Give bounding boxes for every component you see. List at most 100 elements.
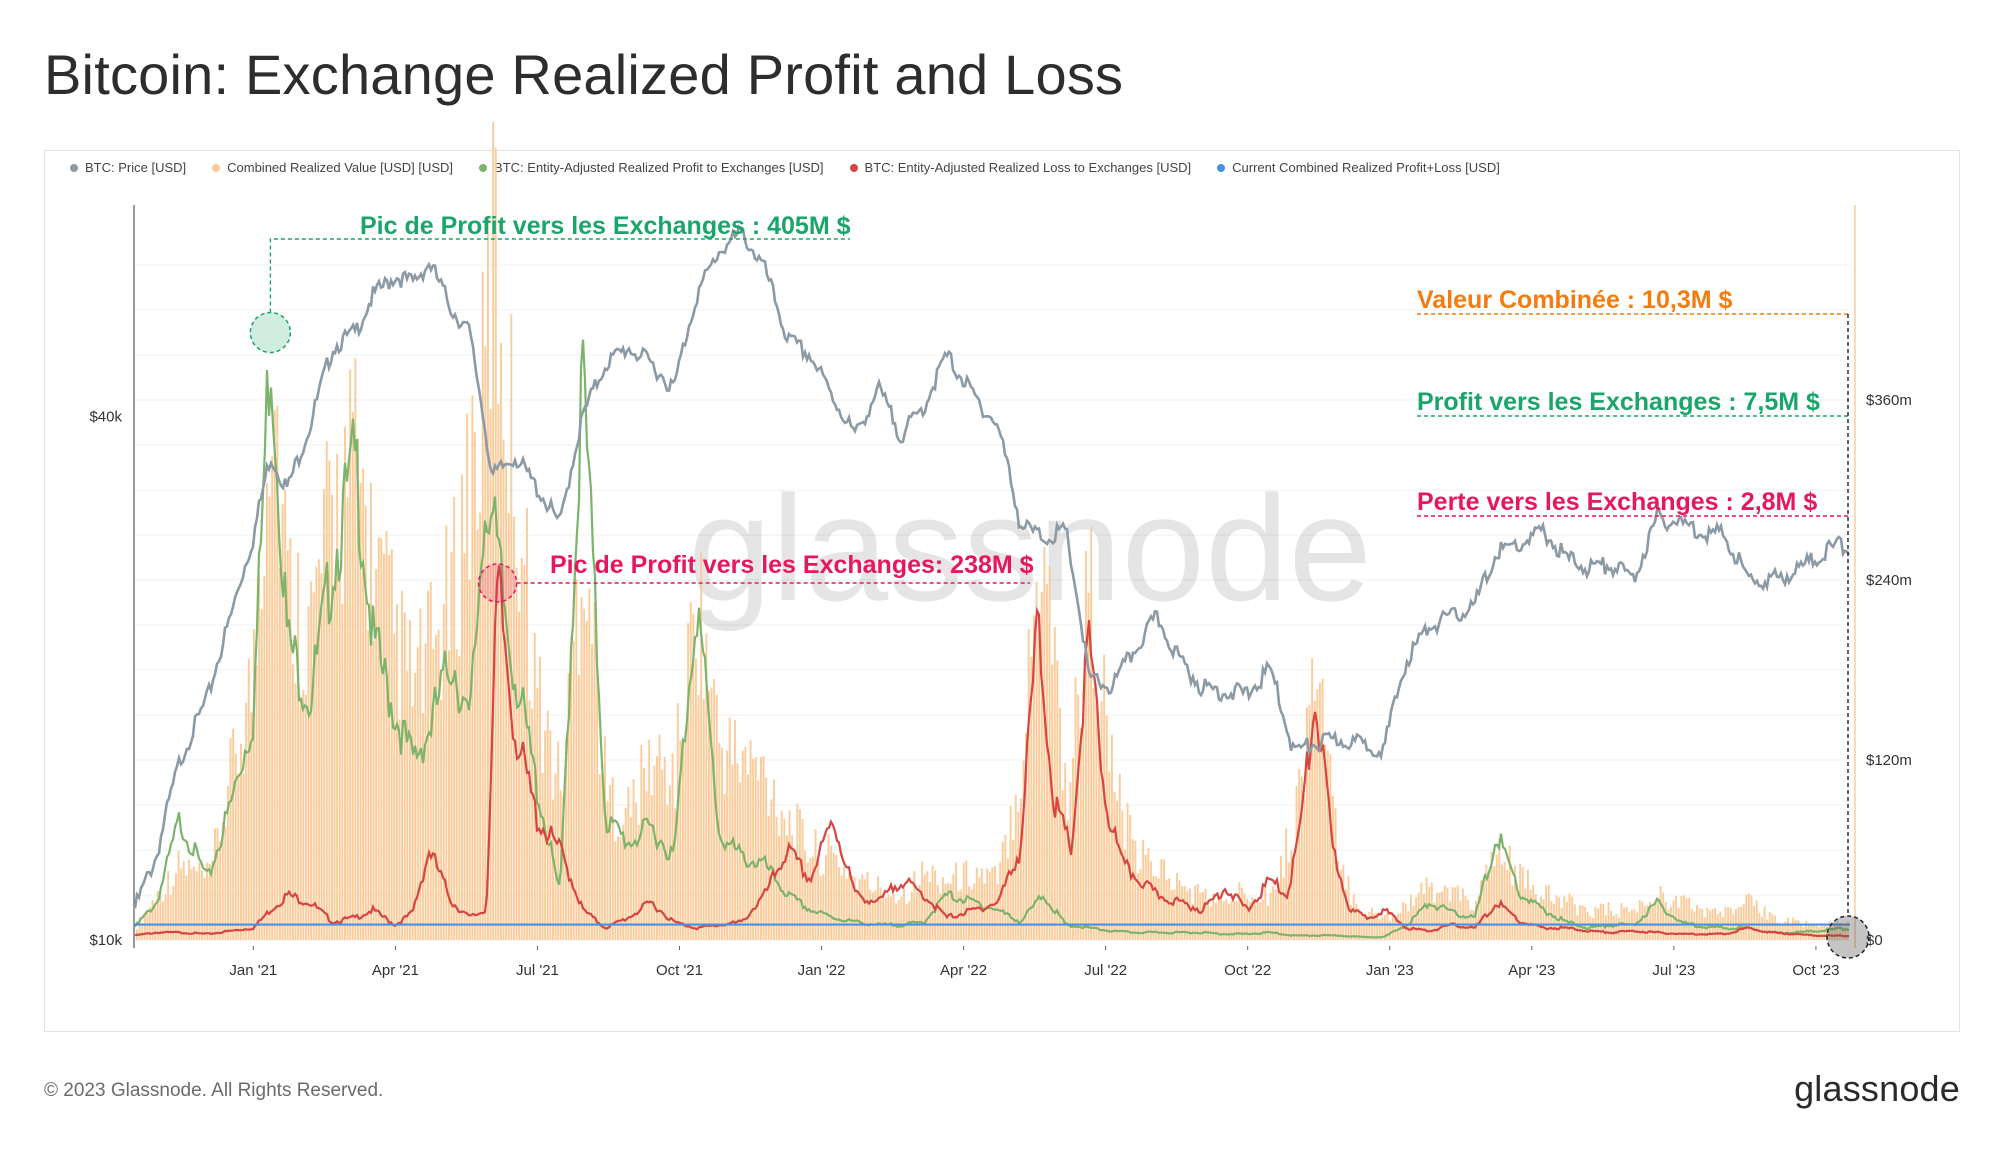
combined-value-bar xyxy=(203,877,206,940)
combined-value-bar xyxy=(908,901,911,940)
legend-dot-icon xyxy=(479,163,488,172)
combined-value-bar xyxy=(1040,591,1043,940)
combined-value-bar xyxy=(198,862,201,940)
combined-value-bar xyxy=(1680,896,1683,940)
combined-value-bar xyxy=(1261,899,1264,940)
combined-value-bar xyxy=(822,874,825,940)
combined-value-bar xyxy=(281,504,284,940)
combined-value-bar xyxy=(1022,760,1025,940)
combined-value-bar xyxy=(375,569,378,940)
combined-value-bar xyxy=(609,785,612,940)
combined-value-bar xyxy=(1183,886,1186,940)
combined-value-bar xyxy=(1368,912,1371,940)
combined-value-bar xyxy=(422,713,424,940)
combined-value-bar xyxy=(271,456,274,940)
combined-value-bar xyxy=(221,821,224,940)
combined-value-bar xyxy=(476,529,479,940)
x-tick-label: Jul '23 xyxy=(1652,962,1695,979)
combined-value-bar xyxy=(1077,694,1080,940)
combined-value-bar xyxy=(518,611,521,940)
combined-value-bar xyxy=(1802,926,1805,940)
combined-value-bar xyxy=(635,802,638,940)
combined-value-bar xyxy=(1438,892,1441,940)
x-tick-label: Oct '21 xyxy=(656,962,703,979)
combined-value-bar xyxy=(1207,902,1210,940)
combined-value-bar xyxy=(1646,904,1649,940)
combined-value-bar xyxy=(1264,886,1267,940)
combined-value-bar xyxy=(796,803,799,940)
combined-value-bar xyxy=(936,885,939,940)
combined-value-bar xyxy=(952,874,955,940)
legend-item-current-combined[interactable]: Current Combined Realized Profit+Loss [U… xyxy=(1217,160,1500,175)
combined-value-bar xyxy=(362,468,365,940)
combined-value-bar xyxy=(263,575,266,940)
combined-value-bar xyxy=(884,897,887,940)
combined-value-bar xyxy=(567,673,570,940)
combined-value-bar xyxy=(1254,898,1256,940)
legend-dot-icon xyxy=(1217,163,1226,172)
combined-value-bar xyxy=(1615,913,1618,940)
page-title: Bitcoin: Exchange Realized Profit and Lo… xyxy=(44,43,1124,106)
combined-value-bar xyxy=(336,453,339,940)
x-tick-label: Jan '22 xyxy=(798,962,846,979)
combined-value-bar xyxy=(575,579,578,940)
legend-item-price[interactable]: BTC: Price [USD] xyxy=(70,160,186,175)
combined-value-bar xyxy=(497,403,500,941)
legend-item-combined-value[interactable]: Combined Realized Value [USD] [USD] xyxy=(212,160,453,175)
combined-value-bar xyxy=(570,635,573,940)
combined-value-bar xyxy=(323,489,326,940)
footer-copyright: © 2023 Glassnode. All Rights Reserved. xyxy=(44,1080,384,1101)
combined-value-bar xyxy=(214,828,216,940)
combined-value-bar xyxy=(1672,900,1675,940)
combined-value-bar xyxy=(991,867,994,940)
combined-value-bar xyxy=(604,736,606,940)
combined-value-bar xyxy=(1108,771,1111,940)
legend-item-profit[interactable]: BTC: Entity-Adjusted Realized Profit to … xyxy=(479,160,824,175)
combined-value-bar xyxy=(1212,893,1215,940)
combined-value-bar xyxy=(442,604,445,940)
profit-peak-annotation: Pic de Profit vers les Exchanges : 405M … xyxy=(360,212,851,240)
combined-value-bar xyxy=(1441,891,1444,940)
combined-value-bar xyxy=(900,896,903,940)
combined-value-bar xyxy=(895,903,898,940)
combined-value-bar xyxy=(637,824,640,940)
combined-value-bar xyxy=(1649,901,1652,940)
combined-value-bar xyxy=(1228,903,1230,940)
combined-value-bar xyxy=(697,695,700,940)
combined-value-bar xyxy=(640,744,643,940)
combined-value-bar xyxy=(1415,897,1418,940)
combined-value-bar xyxy=(1495,854,1498,940)
combined-value-bar xyxy=(294,683,297,940)
combined-value-bar xyxy=(734,720,736,940)
combined-value-bar xyxy=(1235,901,1238,940)
combined-value-bar xyxy=(973,883,976,940)
combined-value-bar xyxy=(1017,811,1020,940)
combined-value-bar xyxy=(320,573,323,940)
combined-value-bar xyxy=(588,588,591,940)
combined-value-bar xyxy=(234,753,237,940)
combined-value-bar xyxy=(799,809,801,940)
combined-value-bar xyxy=(1311,658,1314,940)
legend-label: Current Combined Realized Profit+Loss [U… xyxy=(1232,160,1500,175)
combined-value-bar xyxy=(385,531,388,940)
combined-value-bar xyxy=(1451,887,1454,940)
combined-value-bar xyxy=(1225,899,1228,940)
combined-value-bar xyxy=(1378,919,1381,940)
combined-value-bar xyxy=(775,816,778,940)
combined-value-bar xyxy=(1553,903,1555,940)
combined-value-bar xyxy=(167,871,170,940)
combined-value-bar xyxy=(159,892,162,940)
combined-value-bar xyxy=(1602,903,1605,940)
glassnode-logo[interactable]: glassnode xyxy=(1794,1068,1960,1109)
combined-value-bar xyxy=(767,815,770,940)
combined-value-bar xyxy=(1844,924,1847,940)
combined-value-bar xyxy=(1160,859,1163,940)
combined-value-bar xyxy=(1841,924,1844,940)
combined-value-bar xyxy=(926,871,929,940)
combined-value-bar xyxy=(632,779,635,940)
legend-item-loss[interactable]: BTC: Entity-Adjusted Realized Loss to Ex… xyxy=(849,160,1191,175)
combined-value-bar xyxy=(1599,903,1602,940)
combined-value-bar xyxy=(1391,912,1394,940)
combined-value-bar xyxy=(440,699,443,940)
combined-value-bar xyxy=(947,882,950,940)
